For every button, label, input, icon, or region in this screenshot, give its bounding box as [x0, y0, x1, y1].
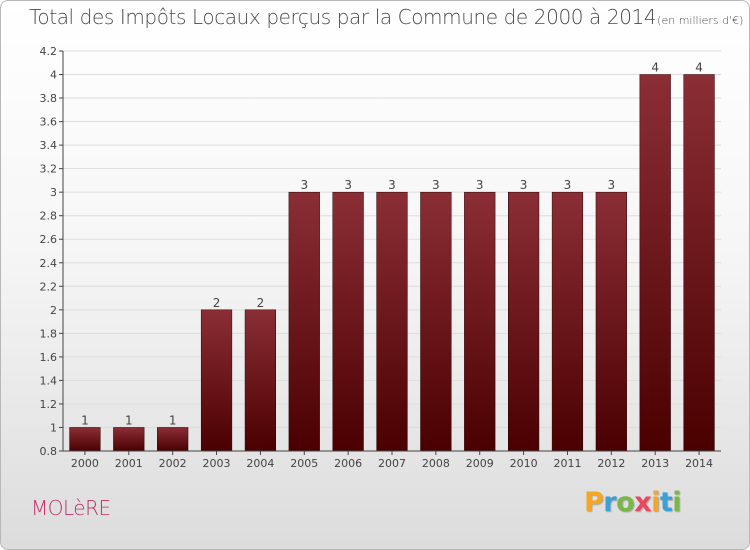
y-tick-label: 3.2 — [40, 163, 58, 176]
bars — [69, 74, 715, 452]
x-tick-label: 2000 — [71, 457, 99, 470]
y-tick-label: 3 — [50, 186, 57, 199]
data-label: 2 — [213, 296, 221, 310]
data-label: 1 — [125, 413, 133, 427]
x-tick-label: 2008 — [422, 457, 450, 470]
bar-2009 — [464, 191, 496, 452]
commune-name: MOLèRE — [31, 496, 111, 520]
bar-2000 — [69, 427, 101, 452]
x-tick-label: 2014 — [685, 457, 713, 470]
y-tick-label: 0.8 — [40, 445, 58, 458]
y-tick-label: 4.2 — [40, 45, 58, 58]
x-tick-label: 2004 — [246, 457, 274, 470]
y-tick-label: 1 — [50, 421, 57, 434]
data-label: 1 — [169, 413, 177, 427]
y-tick-label: 2.8 — [40, 210, 58, 223]
data-label: 3 — [520, 178, 528, 192]
bar-2008 — [420, 191, 452, 452]
data-labels: 1 1 1 2 2 3 3 3 3 3 3 3 3 4 4 — [81, 61, 703, 428]
y-tick-label: 3.8 — [40, 92, 58, 105]
x-tick-label: 2002 — [159, 457, 187, 470]
y-tick-label: 3.6 — [40, 116, 58, 129]
x-tick-label: 2010 — [510, 457, 538, 470]
bar-2006 — [332, 191, 364, 452]
data-label: 3 — [388, 178, 396, 192]
x-tick-label: 2005 — [290, 457, 318, 470]
x-tick-label: 2009 — [466, 457, 494, 470]
data-label: 4 — [651, 61, 659, 75]
data-label: 2 — [257, 296, 265, 310]
logo-letter: o — [616, 487, 635, 518]
chart-title: Total des Impôts Locaux perçus par la Co… — [29, 5, 657, 29]
data-label: 3 — [300, 178, 308, 192]
bar-2005 — [288, 191, 320, 452]
bar-2003 — [200, 309, 233, 452]
x-tick-label: 2003 — [203, 457, 231, 470]
y-tick-label: 4 — [50, 69, 57, 82]
y-tick-label: 1.2 — [40, 398, 58, 411]
data-label: 3 — [432, 178, 440, 192]
bar-2013 — [639, 74, 671, 452]
bar-2010 — [507, 191, 540, 452]
proxiti-logo: Proxiti — [584, 487, 682, 518]
y-tick-label: 2 — [50, 304, 57, 317]
data-label: 3 — [344, 178, 352, 192]
logo-letter: P — [584, 487, 604, 518]
bar-2001 — [113, 427, 145, 452]
logo-letter: t — [659, 487, 673, 518]
x-tick-label: 2011 — [553, 457, 581, 470]
y-tick-label: 1.6 — [40, 351, 58, 364]
data-label: 3 — [564, 178, 572, 192]
chart-title-row: Total des Impôts Locaux perçus par la Co… — [29, 5, 743, 29]
data-label: 1 — [81, 413, 89, 427]
bar-2002 — [157, 427, 189, 452]
x-tick-label: 2013 — [641, 457, 669, 470]
bar-2004 — [244, 309, 277, 452]
logo-letter: r — [603, 487, 617, 518]
bar-2011 — [551, 191, 584, 452]
bar-2014 — [683, 74, 715, 452]
axes: 0.8 1 1.2 1.4 1.6 1.8 2 2.2 2.4 2.6 2.8 3 3.2 3.4 3.6 3… — [40, 45, 721, 470]
y-tick-label: 2.6 — [40, 233, 58, 246]
data-label: 3 — [608, 178, 616, 192]
chart-subtitle: (en milliers d'€) — [657, 14, 744, 27]
logo-letter: i — [672, 487, 682, 518]
x-tick-label: 2007 — [378, 457, 406, 470]
data-label: 3 — [476, 178, 484, 192]
x-tick-label: 2006 — [334, 457, 362, 470]
y-tick-label: 3.4 — [40, 139, 58, 152]
y-tick-label: 1.8 — [40, 327, 58, 340]
x-tick-label: 2012 — [597, 457, 625, 470]
bar-2007 — [376, 191, 408, 452]
data-label: 4 — [695, 61, 703, 75]
bar-2012 — [595, 191, 627, 452]
y-tick-label: 2.4 — [40, 257, 58, 270]
y-tick-label: 2.2 — [40, 280, 58, 293]
y-tick-label: 1.4 — [40, 374, 58, 387]
logo-letter: x — [634, 487, 652, 518]
logo-letter: i — [651, 487, 660, 518]
x-tick-label: 2001 — [115, 457, 143, 470]
